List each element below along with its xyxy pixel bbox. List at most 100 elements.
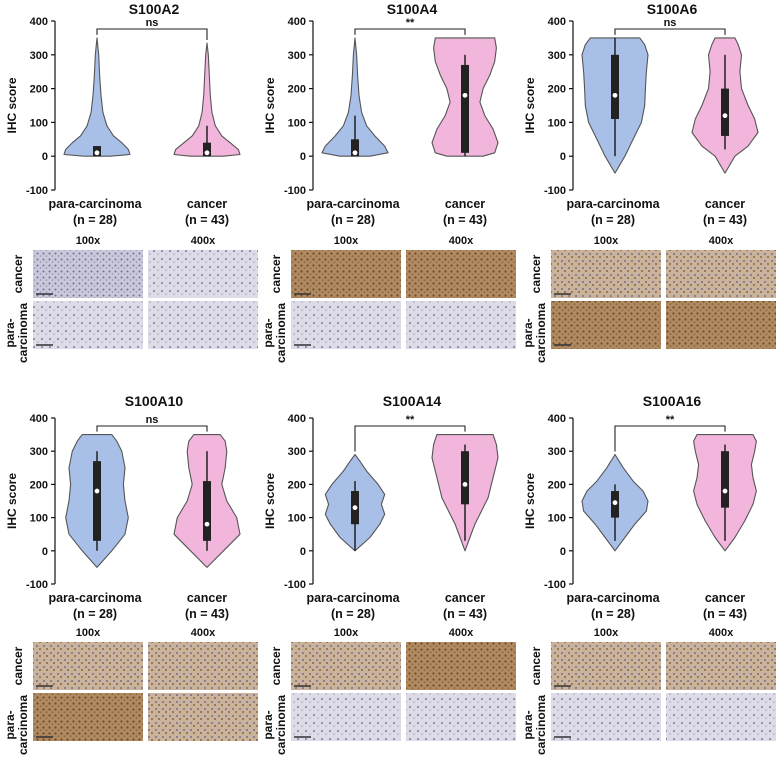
cancer-100x-image [33,250,143,298]
cancer-400x-image [406,250,516,298]
ihc-image-grid: 100x 400x cancer para-carcinoma [261,235,516,363]
violin-para-carcinoma [321,37,389,157]
significance-bracket: ns [614,17,726,35]
bracket-line [96,425,208,432]
row-label-para-1: para- [521,318,535,347]
cancer-400x-image [148,642,258,690]
iqr-box [203,481,211,541]
y-tick-label: 100 [288,117,306,129]
y-tick-label: 400 [30,16,48,28]
x-category-label: cancer [445,591,485,605]
significance-bracket: ** [354,17,466,35]
row-label-para-2: carcinoma [274,303,288,363]
cancer-400x-image [148,250,258,298]
row-label-cancer: cancer [269,646,283,685]
col-label-400x: 400x [191,627,216,639]
row-label-para-1: para- [3,710,17,739]
y-tick-label: 100 [30,117,48,129]
y-tick-label: 300 [548,50,566,62]
x-category-n: (n = 28) [591,607,635,621]
ihc-image-grid: 100x 400x cancer para-carcinoma [3,627,258,755]
row-label-para-2: carcinoma [16,695,30,755]
y-tick-label: 400 [548,16,566,28]
ihc-image-grid: 100x 400x cancer para-carcinoma [261,627,516,755]
ihc-image-grid: 100x 400x cancer para-carcinoma [521,627,776,755]
col-label-100x: 100x [76,235,101,247]
x-category-label: para-carcinoma [566,197,660,211]
chart-title: S100A2 [129,1,180,17]
significance-label: ns [146,17,159,29]
x-category-n: (n = 43) [703,213,747,227]
bracket-line [354,425,466,452]
y-axis-label: IHC score [5,77,19,133]
x-category-n: (n = 43) [185,607,229,621]
x-category-label: para-carcinoma [566,591,660,605]
cancer-100x-image [551,250,661,298]
iqr-box [461,451,469,505]
col-label-100x: 100x [334,627,359,639]
row-label-para-2: carcinoma [534,303,548,363]
y-tick-label: 0 [560,151,566,163]
x-category-n: (n = 43) [443,213,487,227]
chart-title: S100A16 [643,393,702,409]
median-point [462,92,468,98]
y-axis-label: IHC score [263,473,277,529]
chart-title: S100A4 [387,1,438,17]
iqr-box [721,451,729,508]
x-category-label: para-carcinoma [48,197,142,211]
ihc-image-grid: 100x 400x cancer para-carcinoma [521,235,776,363]
y-tick-label: -100 [544,185,566,197]
y-tick-label: 0 [560,546,566,558]
x-category-label: cancer [187,197,227,211]
median-point [612,92,618,98]
bracket-line [614,425,726,452]
significance-bracket: ** [614,414,726,452]
y-tick-label: -100 [26,579,48,591]
median-point [612,500,618,506]
y-axis-label: IHC score [523,77,537,133]
cancer-400x-image [666,642,776,690]
y-tick-label: 400 [30,413,48,425]
y-axis-label: IHC score [263,77,277,133]
significance-label: ** [406,17,415,29]
bracket-line [614,28,726,35]
row-label-para-1: para- [521,710,535,739]
chart-panel-s100a2: S100A2 -100 0 100 200 300 400 IHC score para-car… [3,1,258,363]
col-label-400x: 400x [449,627,474,639]
significance-label: ** [406,414,415,426]
col-label-100x: 100x [594,235,619,247]
row-label-para-1: para- [261,710,275,739]
row-label-para-2: carcinoma [16,303,30,363]
x-category-label: cancer [705,591,745,605]
iqr-box [721,88,729,136]
col-label-400x: 400x [709,235,734,247]
y-tick-label: 100 [30,513,48,525]
iqr-box [611,54,619,120]
x-category-n: (n = 28) [331,607,375,621]
chart-panel-s100a6: S100A6 -100 0 100 200 300 400 IHC score para-car… [521,1,776,363]
para-carcinoma-100x-image [33,301,143,349]
x-category-n: (n = 43) [443,607,487,621]
chart-panel-s100a14: S100A14 -100 0 100 200 300 400 IHC score para-ca… [261,393,516,755]
para-carcinoma-400x-image [406,693,516,741]
iqr-box [93,461,101,541]
significance-bracket: ** [354,414,466,452]
y-tick-label: -100 [544,579,566,591]
x-category-label: cancer [445,197,485,211]
para-carcinoma-400x-image [148,301,258,349]
x-category-n: (n = 28) [73,607,117,621]
para-carcinoma-400x-image [406,301,516,349]
y-tick-label: -100 [284,579,306,591]
para-carcinoma-400x-image [666,693,776,741]
x-category-label: cancer [187,591,227,605]
violin-cancer [173,42,241,157]
median-point [462,482,468,487]
chart-panel-s100a4: S100A4 -100 0 100 200 300 400 IHC score para-car… [261,1,516,363]
y-tick-label: 200 [288,479,306,491]
para-carcinoma-100x-image [551,693,661,741]
cancer-100x-image [291,642,401,690]
iqr-box [203,142,211,157]
y-tick-label: 300 [288,50,306,62]
y-tick-label: 300 [30,50,48,62]
